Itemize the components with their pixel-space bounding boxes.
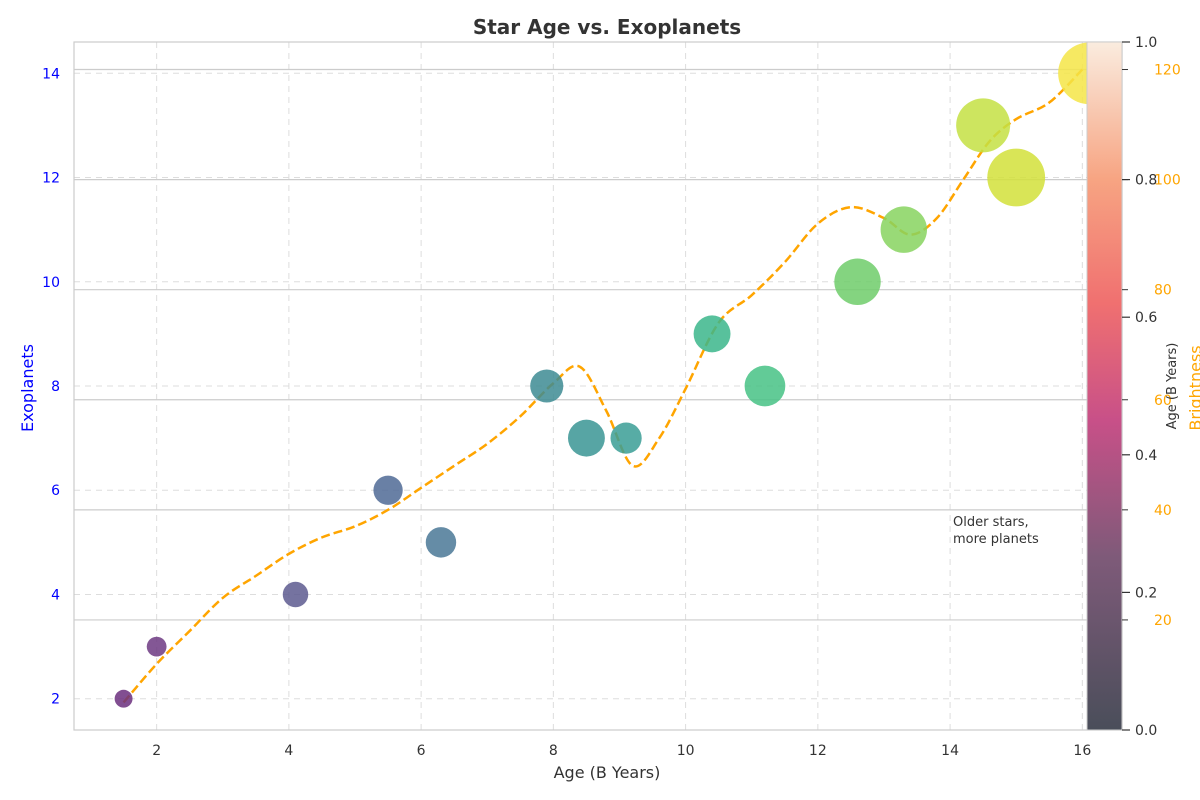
axis-tick-labels: 2 4 6 8 10 12 14 16 2 4 6 8 10 12 14 20 40 60 80 100 120 0.0 0…	[42, 35, 1181, 759]
x-tick-label: 2	[152, 743, 161, 759]
data-point	[693, 315, 731, 353]
x-tick-label: 16	[1073, 743, 1091, 759]
y-right-tick-label: 80	[1154, 283, 1172, 299]
y-left-tick-label: 4	[51, 587, 60, 603]
data-point	[567, 419, 605, 457]
data-point	[956, 98, 1011, 153]
y-left-tick-label: 10	[42, 275, 60, 291]
data-point	[834, 258, 881, 305]
annotation: Older stars, more planets	[953, 515, 1039, 547]
data-point	[530, 369, 564, 403]
annotation-line-2: more planets	[953, 532, 1039, 547]
colorbar-tick-label: 0.6	[1135, 310, 1157, 326]
colorbar-gradient	[1086, 41, 1123, 731]
y-right-tick-label: 20	[1154, 613, 1172, 629]
x-tick-label: 8	[549, 743, 558, 759]
x-tick-label: 12	[809, 743, 827, 759]
y-right-tick-label: 100	[1154, 173, 1181, 189]
data-point	[744, 365, 786, 407]
data-point	[282, 581, 309, 608]
y-left-tick-label: 6	[51, 483, 60, 499]
scatter-points	[114, 42, 1120, 708]
colorbar	[1086, 41, 1123, 731]
y-right-tick-label: 40	[1154, 503, 1172, 519]
x-tick-label: 6	[417, 743, 426, 759]
y-left-tick-label: 12	[42, 171, 60, 187]
colorbar-tick-label: 0.2	[1135, 585, 1157, 601]
data-point	[610, 422, 642, 454]
annotation-line-1: Older stars,	[953, 515, 1029, 530]
y-left-tick-label: 14	[42, 66, 60, 82]
colorbar-tick-label: 0.8	[1135, 173, 1157, 189]
chart-title: Star Age vs. Exoplanets	[473, 15, 741, 39]
colorbar-tick-label: 0.0	[1135, 723, 1157, 739]
data-point	[987, 148, 1046, 207]
y-left-tick-label: 2	[51, 692, 60, 708]
y-axis-left-label: Exoplanets	[18, 344, 37, 432]
data-point	[880, 206, 928, 253]
data-point	[373, 475, 403, 505]
y-left-tick-label: 8	[51, 379, 60, 395]
y-right-tick-label: 60	[1154, 393, 1172, 409]
x-tick-label: 14	[941, 743, 959, 759]
x-axis-label: Age (B Years)	[554, 763, 661, 782]
data-point	[114, 689, 133, 708]
colorbar-label: Age (B Years)	[1165, 343, 1180, 430]
right-axis-gridlines	[74, 68, 1122, 621]
x-tick-label: 10	[677, 743, 695, 759]
data-point	[425, 527, 457, 558]
y-right-tick-label: 120	[1154, 63, 1181, 79]
y-axis-right-label: Brightness	[1186, 345, 1200, 430]
data-point	[146, 636, 167, 657]
colorbar-tick-label: 1.0	[1135, 35, 1157, 51]
x-tick-label: 4	[284, 743, 293, 759]
colorbar-tick-label: 0.4	[1135, 448, 1157, 464]
